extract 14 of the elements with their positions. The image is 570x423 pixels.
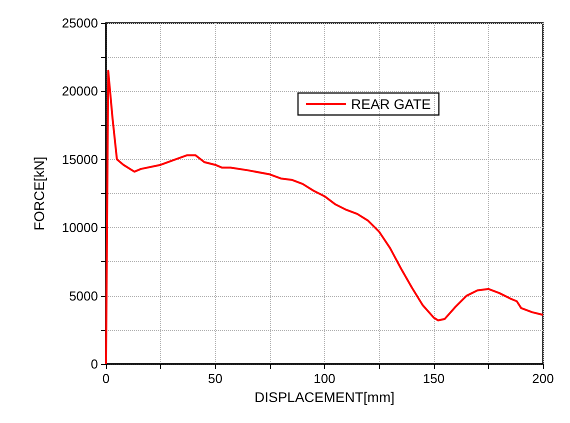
y-tick-label: 20000 [62,84,98,99]
y-tick-label: 5000 [69,288,98,304]
legend-label: REAR GATE [351,96,431,112]
x-axis-title: DISPLACEMENT[mm] [254,389,395,405]
x-tick-label: 0 [102,371,110,386]
y-tick-label: 15000 [62,152,98,167]
y-tick-label: 25000 [62,16,98,30]
x-tick-label: 200 [532,371,554,386]
y-tick-label: 0 [90,356,98,372]
x-tick-label: 100 [314,371,336,386]
y-axis-title: FORCE[kN] [31,156,47,230]
x-tick-label: 50 [208,371,222,386]
y-tick-label: 10000 [62,220,98,236]
x-tick-label: 150 [422,371,445,386]
